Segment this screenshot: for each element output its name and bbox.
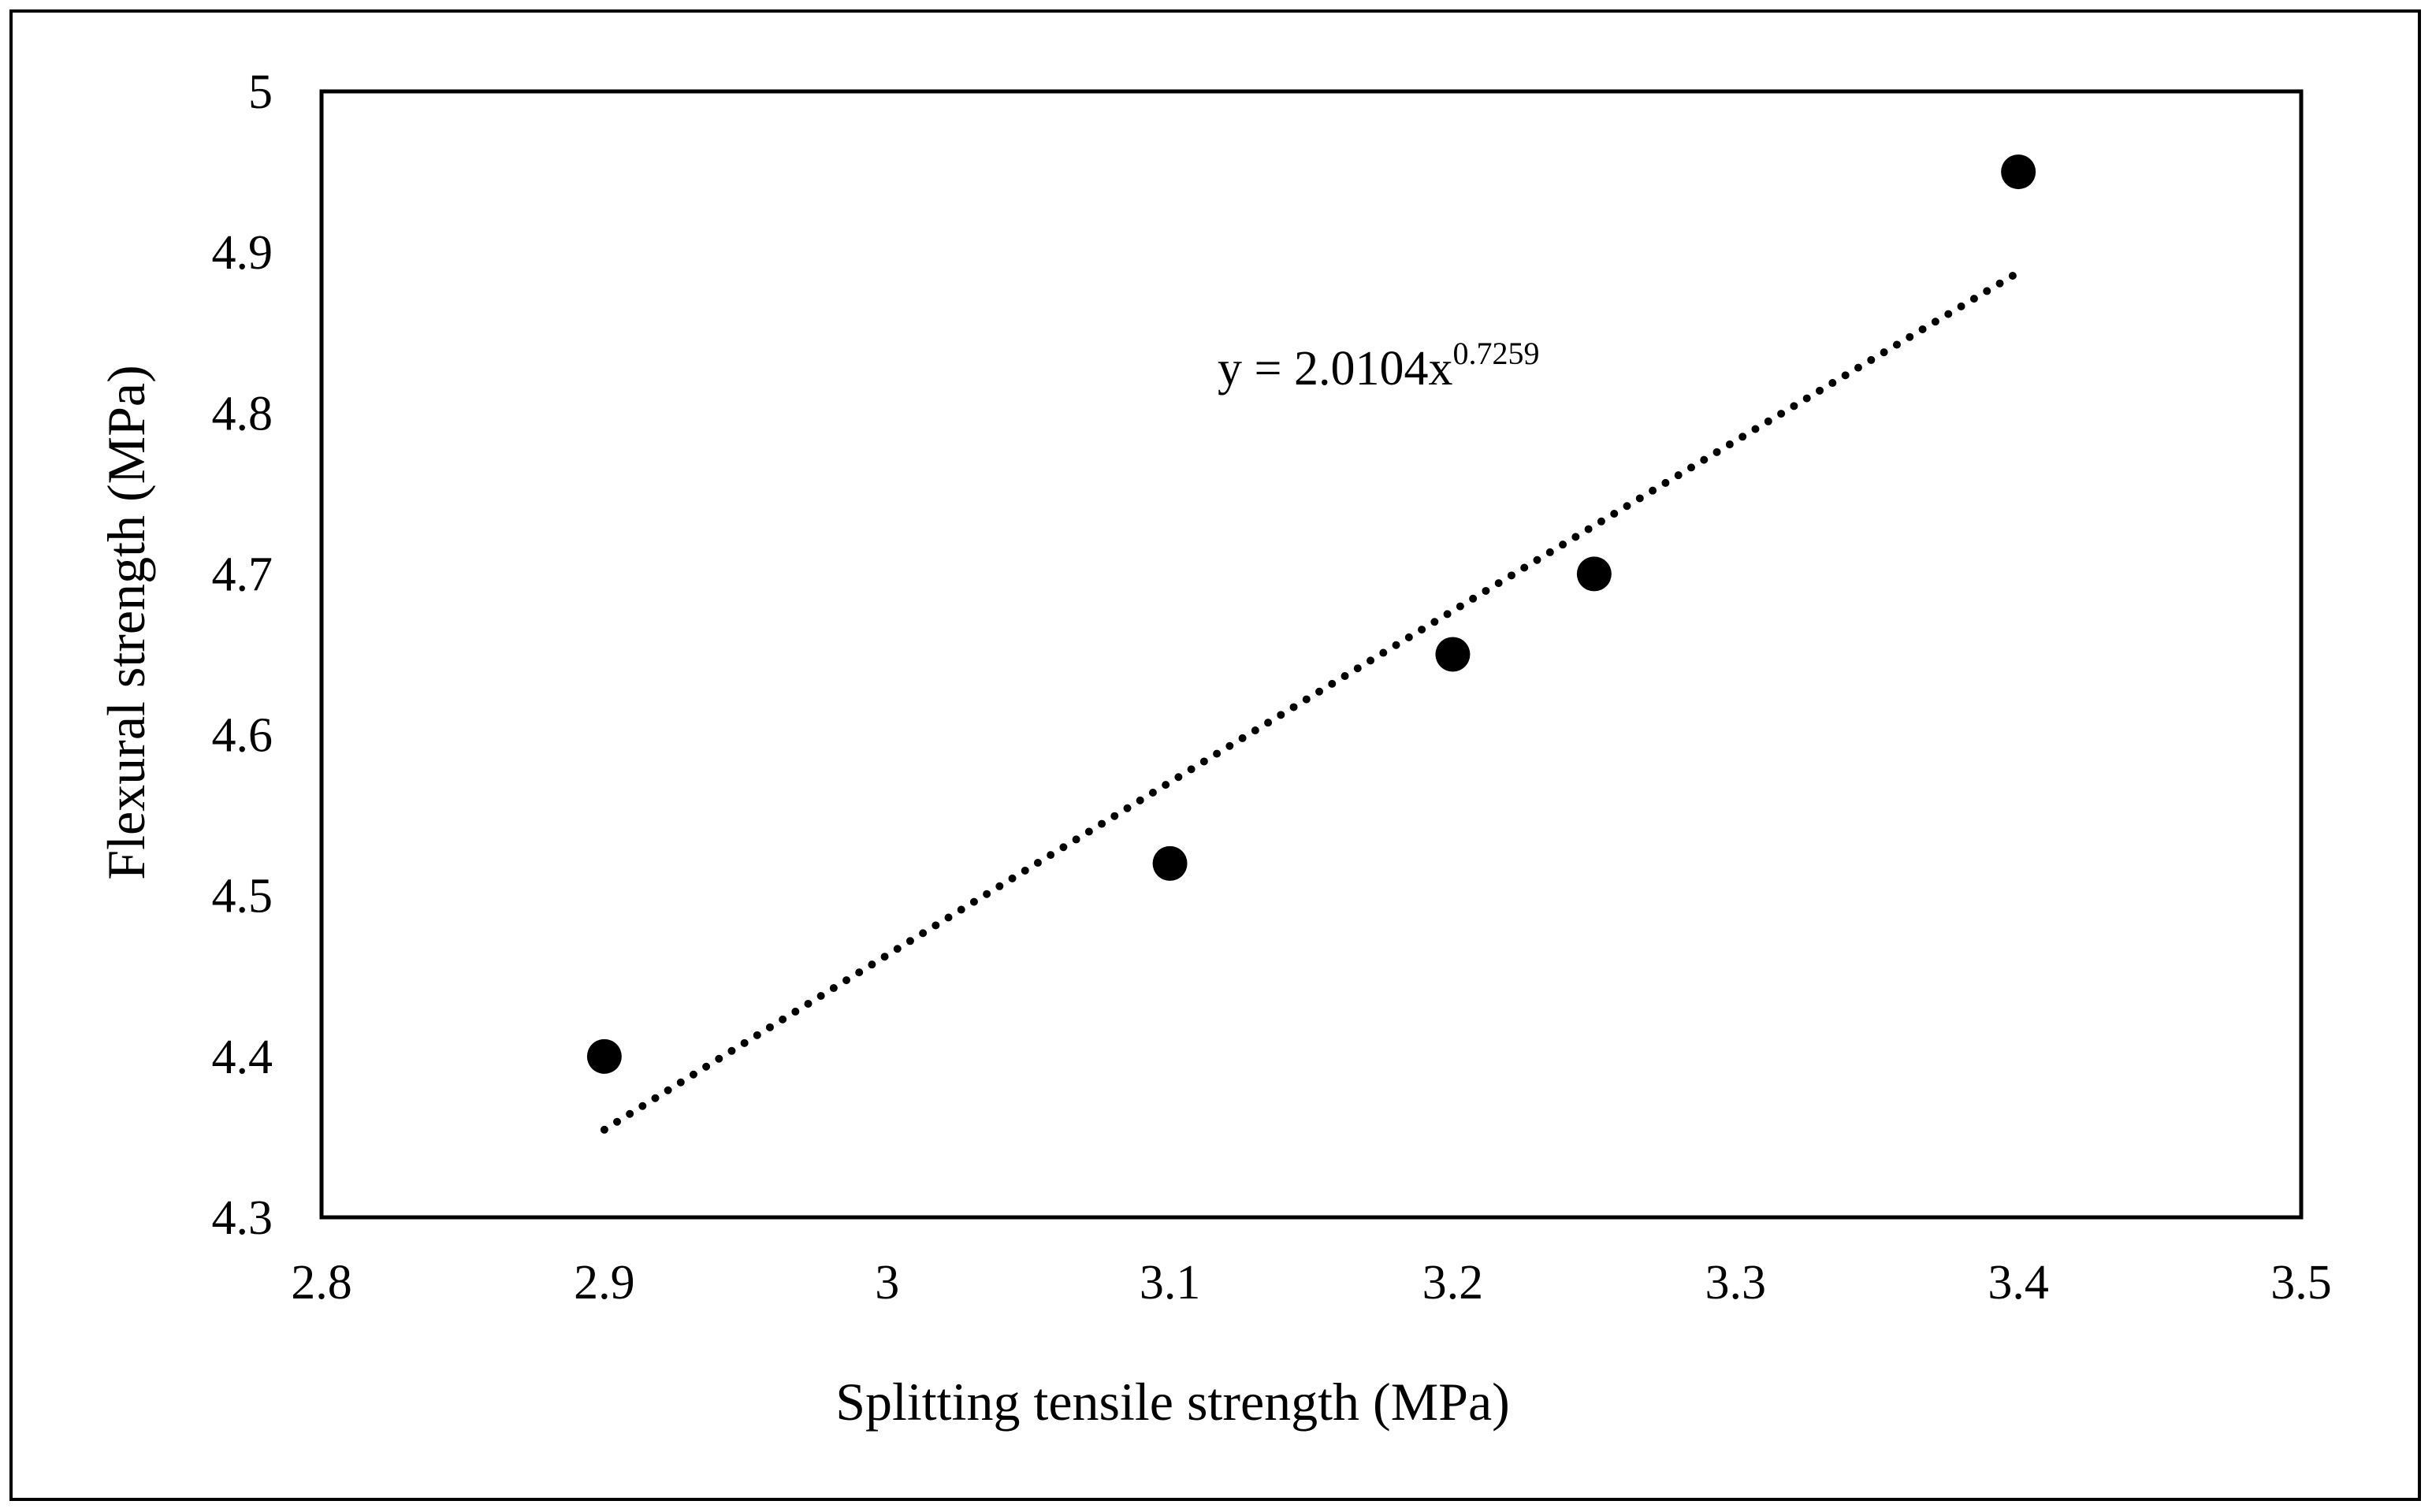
y-tick-label: 4.5 [212, 870, 273, 923]
y-tick-label: 4.9 [212, 226, 273, 280]
data-points [586, 154, 2036, 1074]
y-axis-ticks: 4.3 4.4 4.5 4.6 4.7 4.8 4.9 5 [212, 65, 273, 1245]
y-tick-label: 4.7 [212, 548, 273, 601]
x-axis-ticks: 2.8 2.9 3 3.1 3.2 3.3 3.4 3.5 [291, 1256, 2332, 1310]
equation-exponent: 0.7259 [1452, 336, 1539, 371]
x-tick-label: 3.2 [1422, 1256, 1484, 1310]
x-tick-label: 3 [875, 1256, 899, 1310]
data-point [2001, 154, 2036, 190]
plot-area-frame [319, 89, 2304, 1220]
y-tick-label: 4.6 [212, 709, 273, 763]
data-point [586, 1038, 622, 1074]
data-point [1152, 845, 1188, 881]
x-tick-label: 3.1 [1140, 1256, 1201, 1310]
trendline-equation: y = 2.0104x0.7259 [1218, 336, 1539, 396]
equation-base: y = 2.0104x [1218, 342, 1452, 396]
y-tick-label: 4.4 [212, 1031, 273, 1084]
x-tick-label: 2.9 [574, 1256, 635, 1310]
x-axis-title: Splitting tensile strength (MPa) [835, 1372, 1510, 1432]
y-tick-label: 5 [248, 65, 273, 119]
power-trendline [600, 268, 2023, 1134]
y-tick-label: 4.8 [212, 387, 273, 440]
x-tick-label: 3.3 [1705, 1256, 1767, 1310]
x-tick-label: 3.4 [1988, 1256, 2049, 1310]
x-tick-label: 2.8 [291, 1256, 352, 1310]
x-tick-label: 3.5 [2270, 1256, 2332, 1310]
y-axis-title: Flexural strength (MPa) [96, 365, 156, 879]
y-tick-label: 4.3 [212, 1191, 273, 1245]
data-point [1435, 637, 1471, 672]
data-point [1576, 556, 1612, 592]
